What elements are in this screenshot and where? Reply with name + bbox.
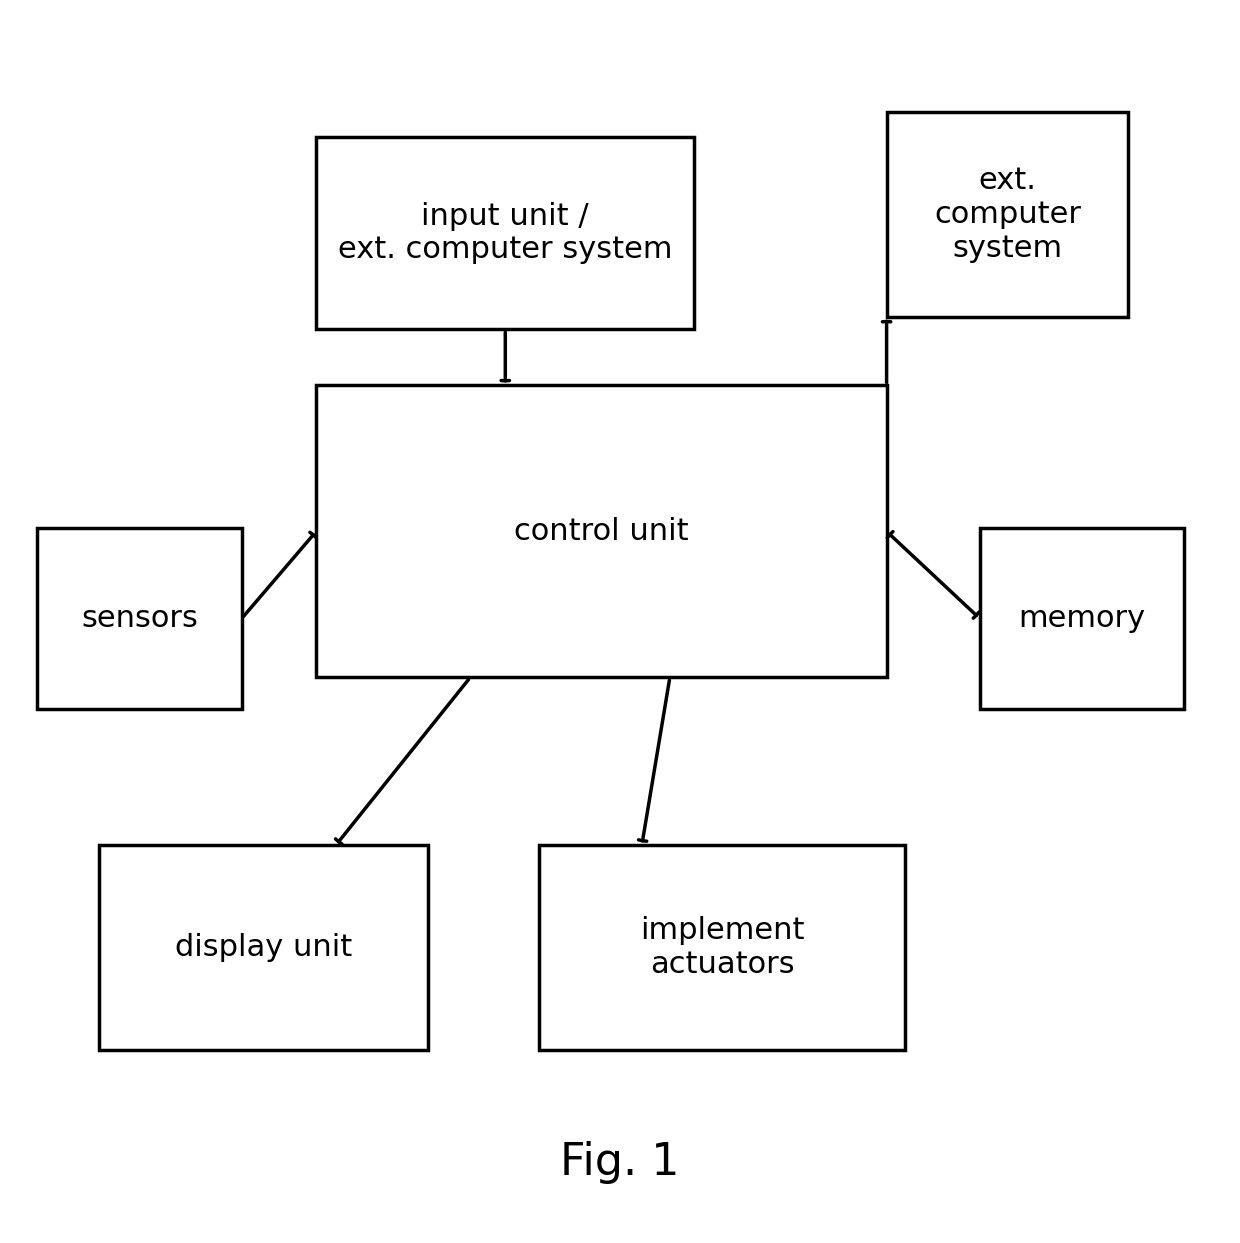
Bar: [99, 845, 428, 1050]
Text: sensors: sensors: [81, 604, 198, 633]
Text: display unit: display unit: [175, 933, 352, 962]
Bar: [316, 385, 887, 677]
Text: control unit: control unit: [515, 517, 688, 546]
Bar: [37, 528, 242, 709]
Bar: [980, 528, 1184, 709]
Bar: [316, 137, 694, 329]
Text: ext.
computer
system: ext. computer system: [934, 167, 1081, 262]
Bar: [887, 112, 1128, 317]
Bar: [539, 845, 905, 1050]
Text: memory: memory: [1018, 604, 1146, 633]
Text: implement
actuators: implement actuators: [640, 916, 805, 979]
Text: Fig. 1: Fig. 1: [560, 1141, 680, 1183]
Text: input unit /
ext. computer system: input unit / ext. computer system: [339, 201, 672, 265]
